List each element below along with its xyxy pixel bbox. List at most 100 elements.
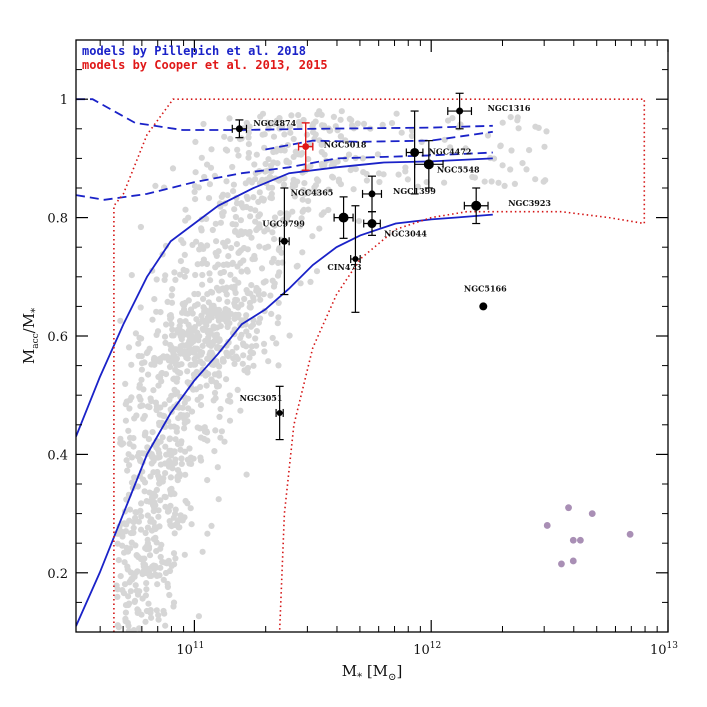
gray-point xyxy=(122,417,129,424)
gray-point xyxy=(226,115,233,122)
gray-point xyxy=(404,176,411,183)
gray-point xyxy=(256,211,263,218)
gray-point xyxy=(138,500,145,507)
gray-point xyxy=(259,196,266,203)
gray-point xyxy=(171,460,179,467)
galaxy-ngc1316: NGC1316 xyxy=(447,92,531,130)
gray-point xyxy=(507,166,514,173)
gray-point xyxy=(138,513,145,520)
gray-point xyxy=(179,342,186,349)
gray-point xyxy=(205,334,212,341)
gray-point xyxy=(199,342,206,349)
gray-point xyxy=(319,162,326,169)
gray-point xyxy=(246,299,254,306)
gray-point xyxy=(262,244,269,251)
y-tick-label: 1 xyxy=(60,93,68,108)
gray-point xyxy=(235,152,242,159)
galaxy-ngc4472: NGC4472 xyxy=(405,110,471,195)
gray-point xyxy=(156,358,163,365)
gray-point xyxy=(192,138,199,145)
y-tick-label: 0.4 xyxy=(47,448,68,463)
galaxy-ngc4874: NGC4874 xyxy=(231,118,297,139)
gray-point xyxy=(227,398,234,405)
gray-point xyxy=(130,524,137,532)
gray-point xyxy=(256,243,263,250)
gray-point xyxy=(232,221,239,228)
gray-point xyxy=(398,129,405,136)
gray-point xyxy=(216,413,223,420)
gray-point xyxy=(244,369,251,376)
gray-point xyxy=(173,428,180,435)
gray-point xyxy=(226,392,233,399)
gray-point xyxy=(130,573,137,581)
gray-point xyxy=(172,436,179,443)
gray-point xyxy=(166,396,173,403)
gray-point xyxy=(146,489,153,496)
gray-point xyxy=(201,428,209,435)
gray-point xyxy=(152,534,159,541)
gray-point xyxy=(497,142,504,149)
gray-point xyxy=(149,563,156,570)
gray-point xyxy=(179,332,186,339)
gray-point xyxy=(187,361,194,368)
gray-point xyxy=(156,411,163,418)
gray-point xyxy=(270,133,278,140)
gray-point xyxy=(227,271,234,278)
gray-point xyxy=(253,151,260,158)
data-point xyxy=(235,125,243,133)
gray-point xyxy=(213,238,220,245)
gray-point xyxy=(199,325,206,332)
gray-point xyxy=(171,352,178,359)
gray-point xyxy=(167,312,174,319)
gray-point xyxy=(237,407,244,414)
gray-point xyxy=(248,282,255,289)
gray-point xyxy=(271,222,278,229)
gray-point xyxy=(124,467,131,474)
gray-point xyxy=(190,334,197,341)
gray-point xyxy=(363,177,370,184)
gray-point xyxy=(144,444,151,451)
x-axis-title: M* [M⊙] xyxy=(342,662,403,683)
gray-point xyxy=(197,402,205,409)
gray-point xyxy=(177,317,184,325)
gray-point xyxy=(114,593,121,601)
gray-point xyxy=(320,209,327,216)
gray-point xyxy=(245,134,252,141)
gray-point xyxy=(214,324,221,331)
gray-point xyxy=(252,335,259,342)
label-ugc9799: UGC9799 xyxy=(262,218,305,228)
purple-point xyxy=(588,510,596,517)
gray-point xyxy=(300,116,307,124)
gray-point xyxy=(305,206,312,213)
gray-point xyxy=(314,111,321,118)
gray-point xyxy=(297,280,304,287)
gray-point xyxy=(275,314,282,321)
purple-point xyxy=(565,504,572,512)
gray-point xyxy=(223,349,230,356)
gray-point xyxy=(238,301,245,308)
gray-point xyxy=(170,599,178,606)
cooper-box-left-line xyxy=(113,98,646,632)
gray-point xyxy=(153,331,160,338)
gray-point xyxy=(305,197,312,205)
gray-point xyxy=(142,529,149,537)
gray-point xyxy=(186,445,193,452)
gray-point xyxy=(153,403,160,410)
y-tick-label: 0.8 xyxy=(47,212,68,227)
gray-point xyxy=(270,148,277,156)
galaxy-ngc4365: NGC4365 xyxy=(291,188,354,239)
gray-point xyxy=(208,376,215,383)
gray-point xyxy=(170,376,177,383)
x-tick-label: 1011 xyxy=(176,641,204,658)
purple-point xyxy=(543,522,551,529)
gray-point xyxy=(247,290,254,297)
gray-point xyxy=(291,193,298,200)
gray-point xyxy=(215,248,222,255)
gray-point xyxy=(155,382,162,389)
gray-point xyxy=(543,128,550,135)
gray-point xyxy=(376,178,383,186)
gray-point xyxy=(540,178,547,185)
gray-point xyxy=(178,460,185,467)
gray-point xyxy=(145,600,152,607)
gray-point xyxy=(122,602,130,609)
